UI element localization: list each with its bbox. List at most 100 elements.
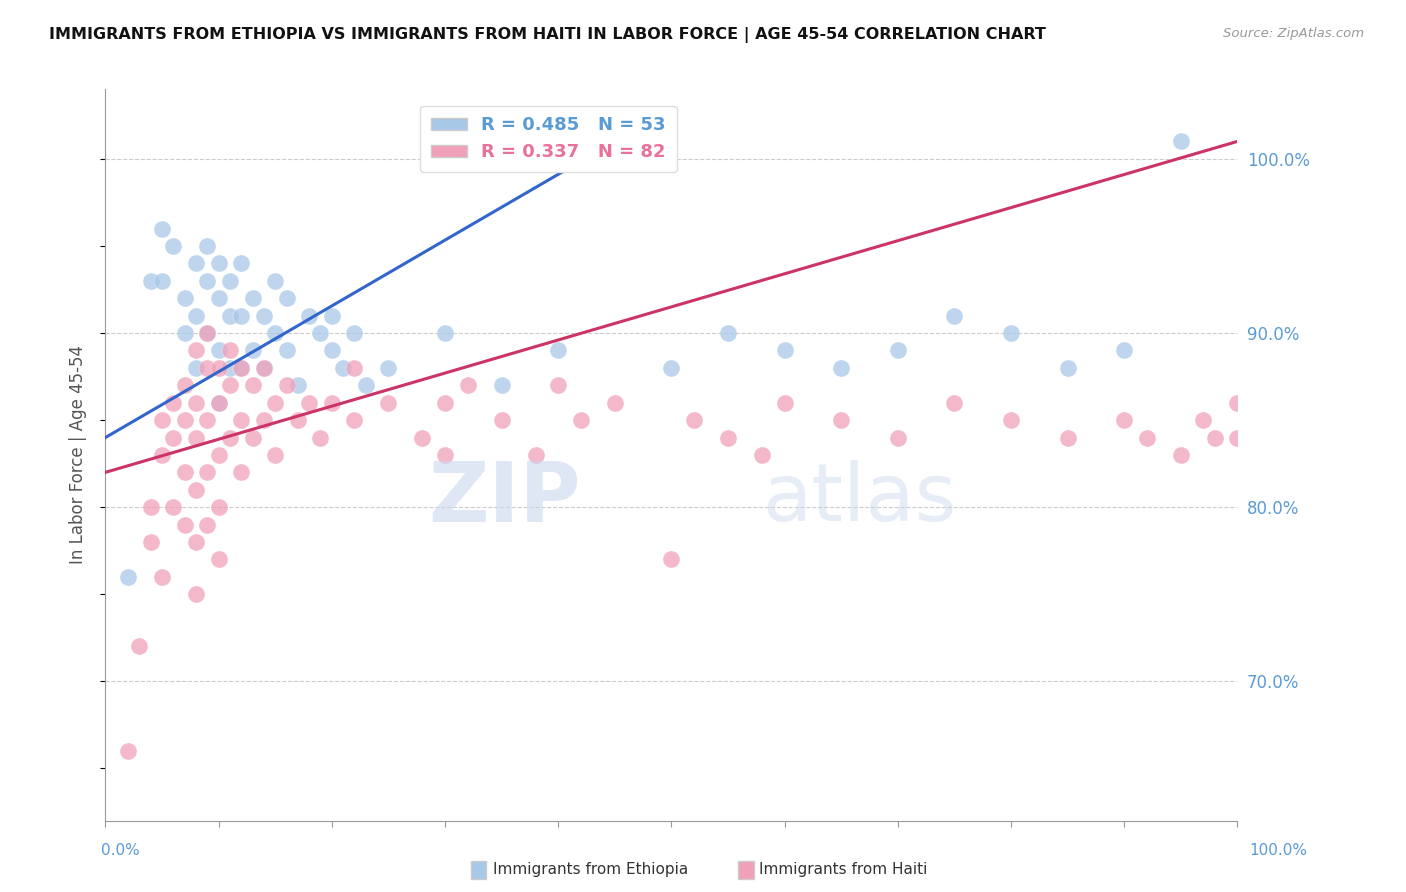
Point <box>309 326 332 340</box>
Point <box>321 343 343 358</box>
Point <box>162 430 184 444</box>
Legend: R = 0.485   N = 53, R = 0.337   N = 82: R = 0.485 N = 53, R = 0.337 N = 82 <box>420 105 676 172</box>
Point <box>298 395 321 409</box>
Point <box>231 309 253 323</box>
Point <box>524 448 547 462</box>
Point <box>208 395 231 409</box>
Point <box>298 309 321 323</box>
Point <box>1282 413 1305 427</box>
Point <box>943 309 966 323</box>
Point <box>491 413 513 427</box>
Point <box>264 274 287 288</box>
Point <box>219 309 242 323</box>
Point <box>1192 413 1215 427</box>
Point <box>139 274 162 288</box>
Point <box>943 395 966 409</box>
Point <box>219 360 242 375</box>
Point <box>195 413 218 427</box>
Point <box>184 309 207 323</box>
Point <box>219 343 242 358</box>
Point <box>208 291 231 305</box>
Point <box>1000 326 1022 340</box>
Point <box>547 378 569 392</box>
Point <box>276 291 298 305</box>
Point <box>150 221 173 235</box>
Point <box>150 570 173 584</box>
Point <box>173 413 195 427</box>
Point <box>173 517 195 532</box>
Point <box>264 326 287 340</box>
Point <box>343 326 366 340</box>
Point <box>162 395 184 409</box>
Point <box>1226 395 1249 409</box>
Point <box>569 413 592 427</box>
Point <box>1170 135 1192 149</box>
Point <box>1260 395 1282 409</box>
Point <box>1056 430 1078 444</box>
Point <box>150 413 173 427</box>
Point <box>150 274 173 288</box>
Point <box>1339 448 1361 462</box>
Point <box>231 466 253 480</box>
Point <box>253 309 276 323</box>
Point <box>773 395 796 409</box>
Point <box>1204 430 1226 444</box>
Point <box>377 395 399 409</box>
Point <box>195 360 218 375</box>
Point <box>219 430 242 444</box>
Point <box>231 360 253 375</box>
Point <box>354 378 377 392</box>
Point <box>150 448 173 462</box>
Point <box>433 326 456 340</box>
Point <box>162 500 184 515</box>
Point <box>287 378 309 392</box>
Point <box>195 239 218 253</box>
Point <box>547 343 569 358</box>
Point <box>195 517 218 532</box>
Point <box>184 535 207 549</box>
Point <box>491 378 513 392</box>
Point <box>208 395 231 409</box>
Point <box>433 395 456 409</box>
Point <box>287 413 309 427</box>
Point <box>173 326 195 340</box>
Point <box>887 430 910 444</box>
Point <box>343 360 366 375</box>
Point <box>195 466 218 480</box>
Point <box>219 378 242 392</box>
Point <box>208 500 231 515</box>
Point <box>276 343 298 358</box>
Point <box>184 395 207 409</box>
Point <box>1305 430 1327 444</box>
Point <box>830 360 852 375</box>
Text: ZIP: ZIP <box>429 458 581 540</box>
Point <box>377 360 399 375</box>
Point <box>231 256 253 270</box>
Y-axis label: In Labor Force | Age 45-54: In Labor Force | Age 45-54 <box>69 345 87 565</box>
Point <box>433 448 456 462</box>
Point <box>184 343 207 358</box>
Point <box>139 535 162 549</box>
Point <box>321 309 343 323</box>
Point <box>1114 343 1136 358</box>
Point <box>276 378 298 392</box>
Text: 100.0%: 100.0% <box>1250 843 1308 858</box>
Point <box>1136 430 1159 444</box>
Point <box>117 744 139 758</box>
Point <box>253 360 276 375</box>
Point <box>184 430 207 444</box>
Point <box>184 587 207 601</box>
Point <box>173 291 195 305</box>
Point <box>321 395 343 409</box>
Point <box>751 448 773 462</box>
Point <box>253 360 276 375</box>
Point <box>173 378 195 392</box>
Point <box>457 378 479 392</box>
Point <box>231 360 253 375</box>
Point <box>208 256 231 270</box>
Point <box>717 326 740 340</box>
Point <box>1260 430 1282 444</box>
Text: Immigrants from Haiti: Immigrants from Haiti <box>759 863 928 877</box>
Point <box>309 430 332 444</box>
Point <box>184 483 207 497</box>
